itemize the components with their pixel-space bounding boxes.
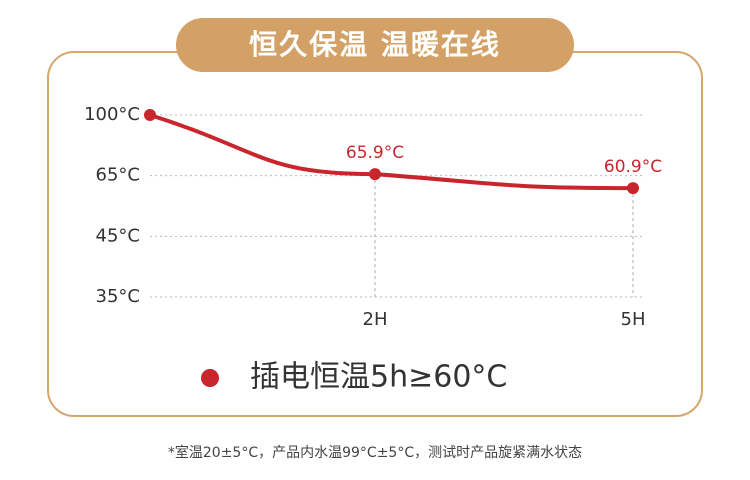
point [627,182,639,195]
y-tick-label: 45°C [96,225,140,246]
point [144,109,156,121]
legend-marker [201,369,219,387]
y-tick-label: 65°C [96,165,140,186]
y-tick-label: 100°C [84,104,140,125]
x-tick-label: 2H [363,309,388,330]
chart-title: 恒久保温 温暖在线 [249,28,501,61]
legend-label: 插电恒温5h≥60°C [250,360,507,395]
footnote: *室温20±5°C，产品内水温99°C±5°C，测试时产品旋紧满水状态 [168,444,582,461]
x-tick-label: 5H [621,309,646,330]
point [369,168,381,181]
data-label: 65.9°C [346,143,404,163]
title-pill [176,18,574,72]
y-tick-label: 35°C [96,286,140,307]
data-label: 60.9°C [604,157,662,177]
